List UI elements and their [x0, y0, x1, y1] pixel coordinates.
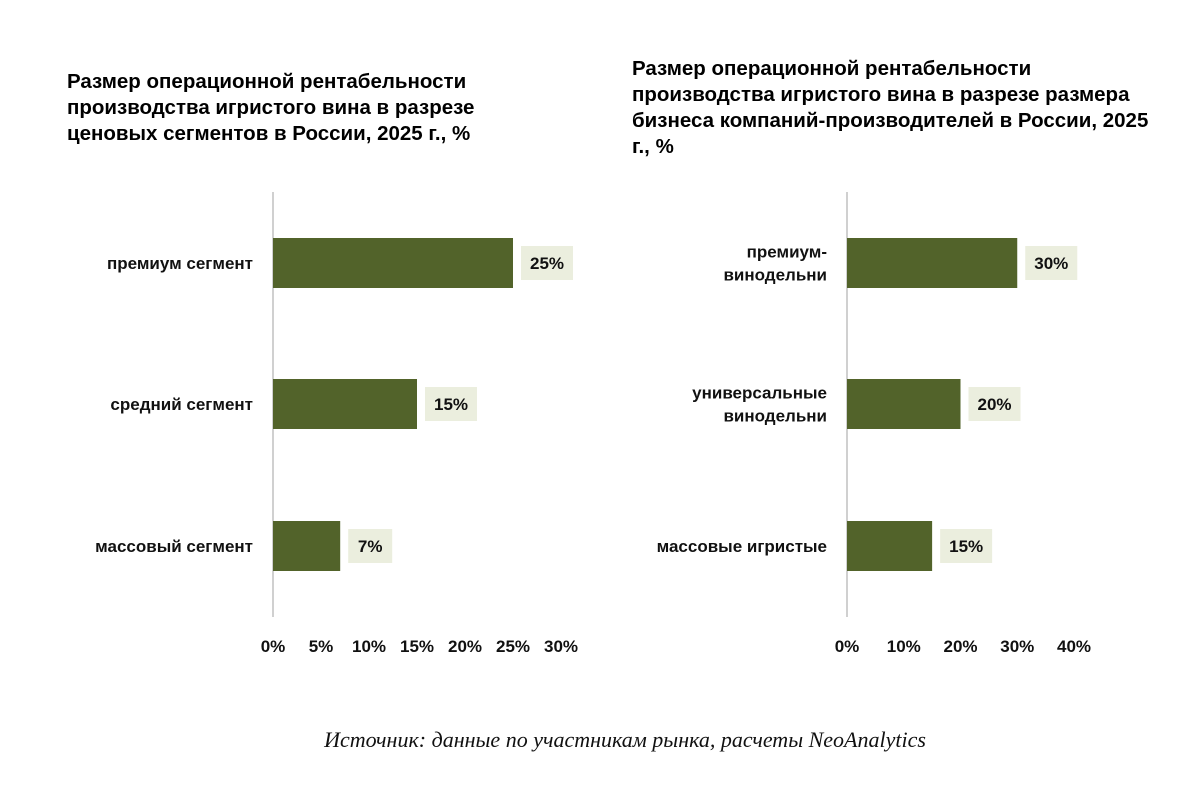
chart-2-tick-label: 40%: [1057, 637, 1091, 656]
chart-2: 0% 10% 20% 30% 40% 30% премиум-винодельни 20% ун…: [657, 192, 1091, 656]
chart-2-category-label: универсальные: [692, 384, 827, 403]
chart-1-bar: [273, 521, 341, 571]
chart-1-tick-label: 30%: [544, 637, 578, 656]
chart-2-data-label-bg: [968, 387, 1021, 421]
chart-2-category-label: винодельни: [723, 266, 827, 285]
chart-2-data-label-bg: [1025, 246, 1078, 280]
chart-2-category-label: массовые игристые: [657, 537, 827, 556]
chart-2-tick-label: 0%: [835, 637, 860, 656]
chart-1-bar: [273, 379, 417, 429]
chart-2-bar: [847, 521, 933, 571]
chart-2-category-label: винодельни: [723, 407, 827, 426]
chart-2-tick-label: 20%: [943, 637, 977, 656]
chart-1-title: Размер операционной рентабельности произ…: [67, 70, 475, 145]
chart-1-category-label: премиум сегмент: [107, 254, 253, 273]
chart-2-bar: [847, 238, 1018, 288]
chart-2-bar: [847, 379, 961, 429]
chart-2-tick-label: 10%: [887, 637, 921, 656]
chart-1-category-label: средний сегмент: [110, 395, 253, 414]
chart-2-data-label: 20%: [977, 395, 1011, 414]
chart-2-category-label: премиум-: [747, 243, 827, 262]
chart-1-data-label: 15%: [434, 395, 468, 414]
chart-2-data-label-bg: [940, 529, 993, 563]
chart-1-bar: [273, 238, 513, 288]
chart-2-data-label: 15%: [949, 537, 983, 556]
chart-1-data-label-bg: [348, 529, 393, 563]
chart-1-category-label: массовый сегмент: [95, 537, 253, 556]
chart-1-data-label: 7%: [358, 537, 383, 556]
chart-2-title: Размер операционной рентабельности произ…: [632, 57, 1149, 158]
chart-1-data-label: 25%: [530, 254, 564, 273]
chart-1-tick-label: 15%: [400, 637, 434, 656]
chart-2-tick-label: 30%: [1000, 637, 1034, 656]
chart-2-data-label: 30%: [1034, 254, 1068, 273]
chart-1-data-label-bg: [425, 387, 477, 421]
chart-1-data-label-bg: [521, 246, 573, 280]
chart-1-tick-label: 0%: [261, 637, 286, 656]
source-note: Источник: данные по участникам рынка, ра…: [324, 727, 926, 752]
chart-1-tick-label: 20%: [448, 637, 482, 656]
chart-1: 0% 5% 10% 15% 20% 25% 30% 25% премиум сегмент 15%…: [95, 192, 578, 656]
chart-1-tick-label: 25%: [496, 637, 530, 656]
chart-1-tick-label: 5%: [309, 637, 334, 656]
chart-1-tick-label: 10%: [352, 637, 386, 656]
